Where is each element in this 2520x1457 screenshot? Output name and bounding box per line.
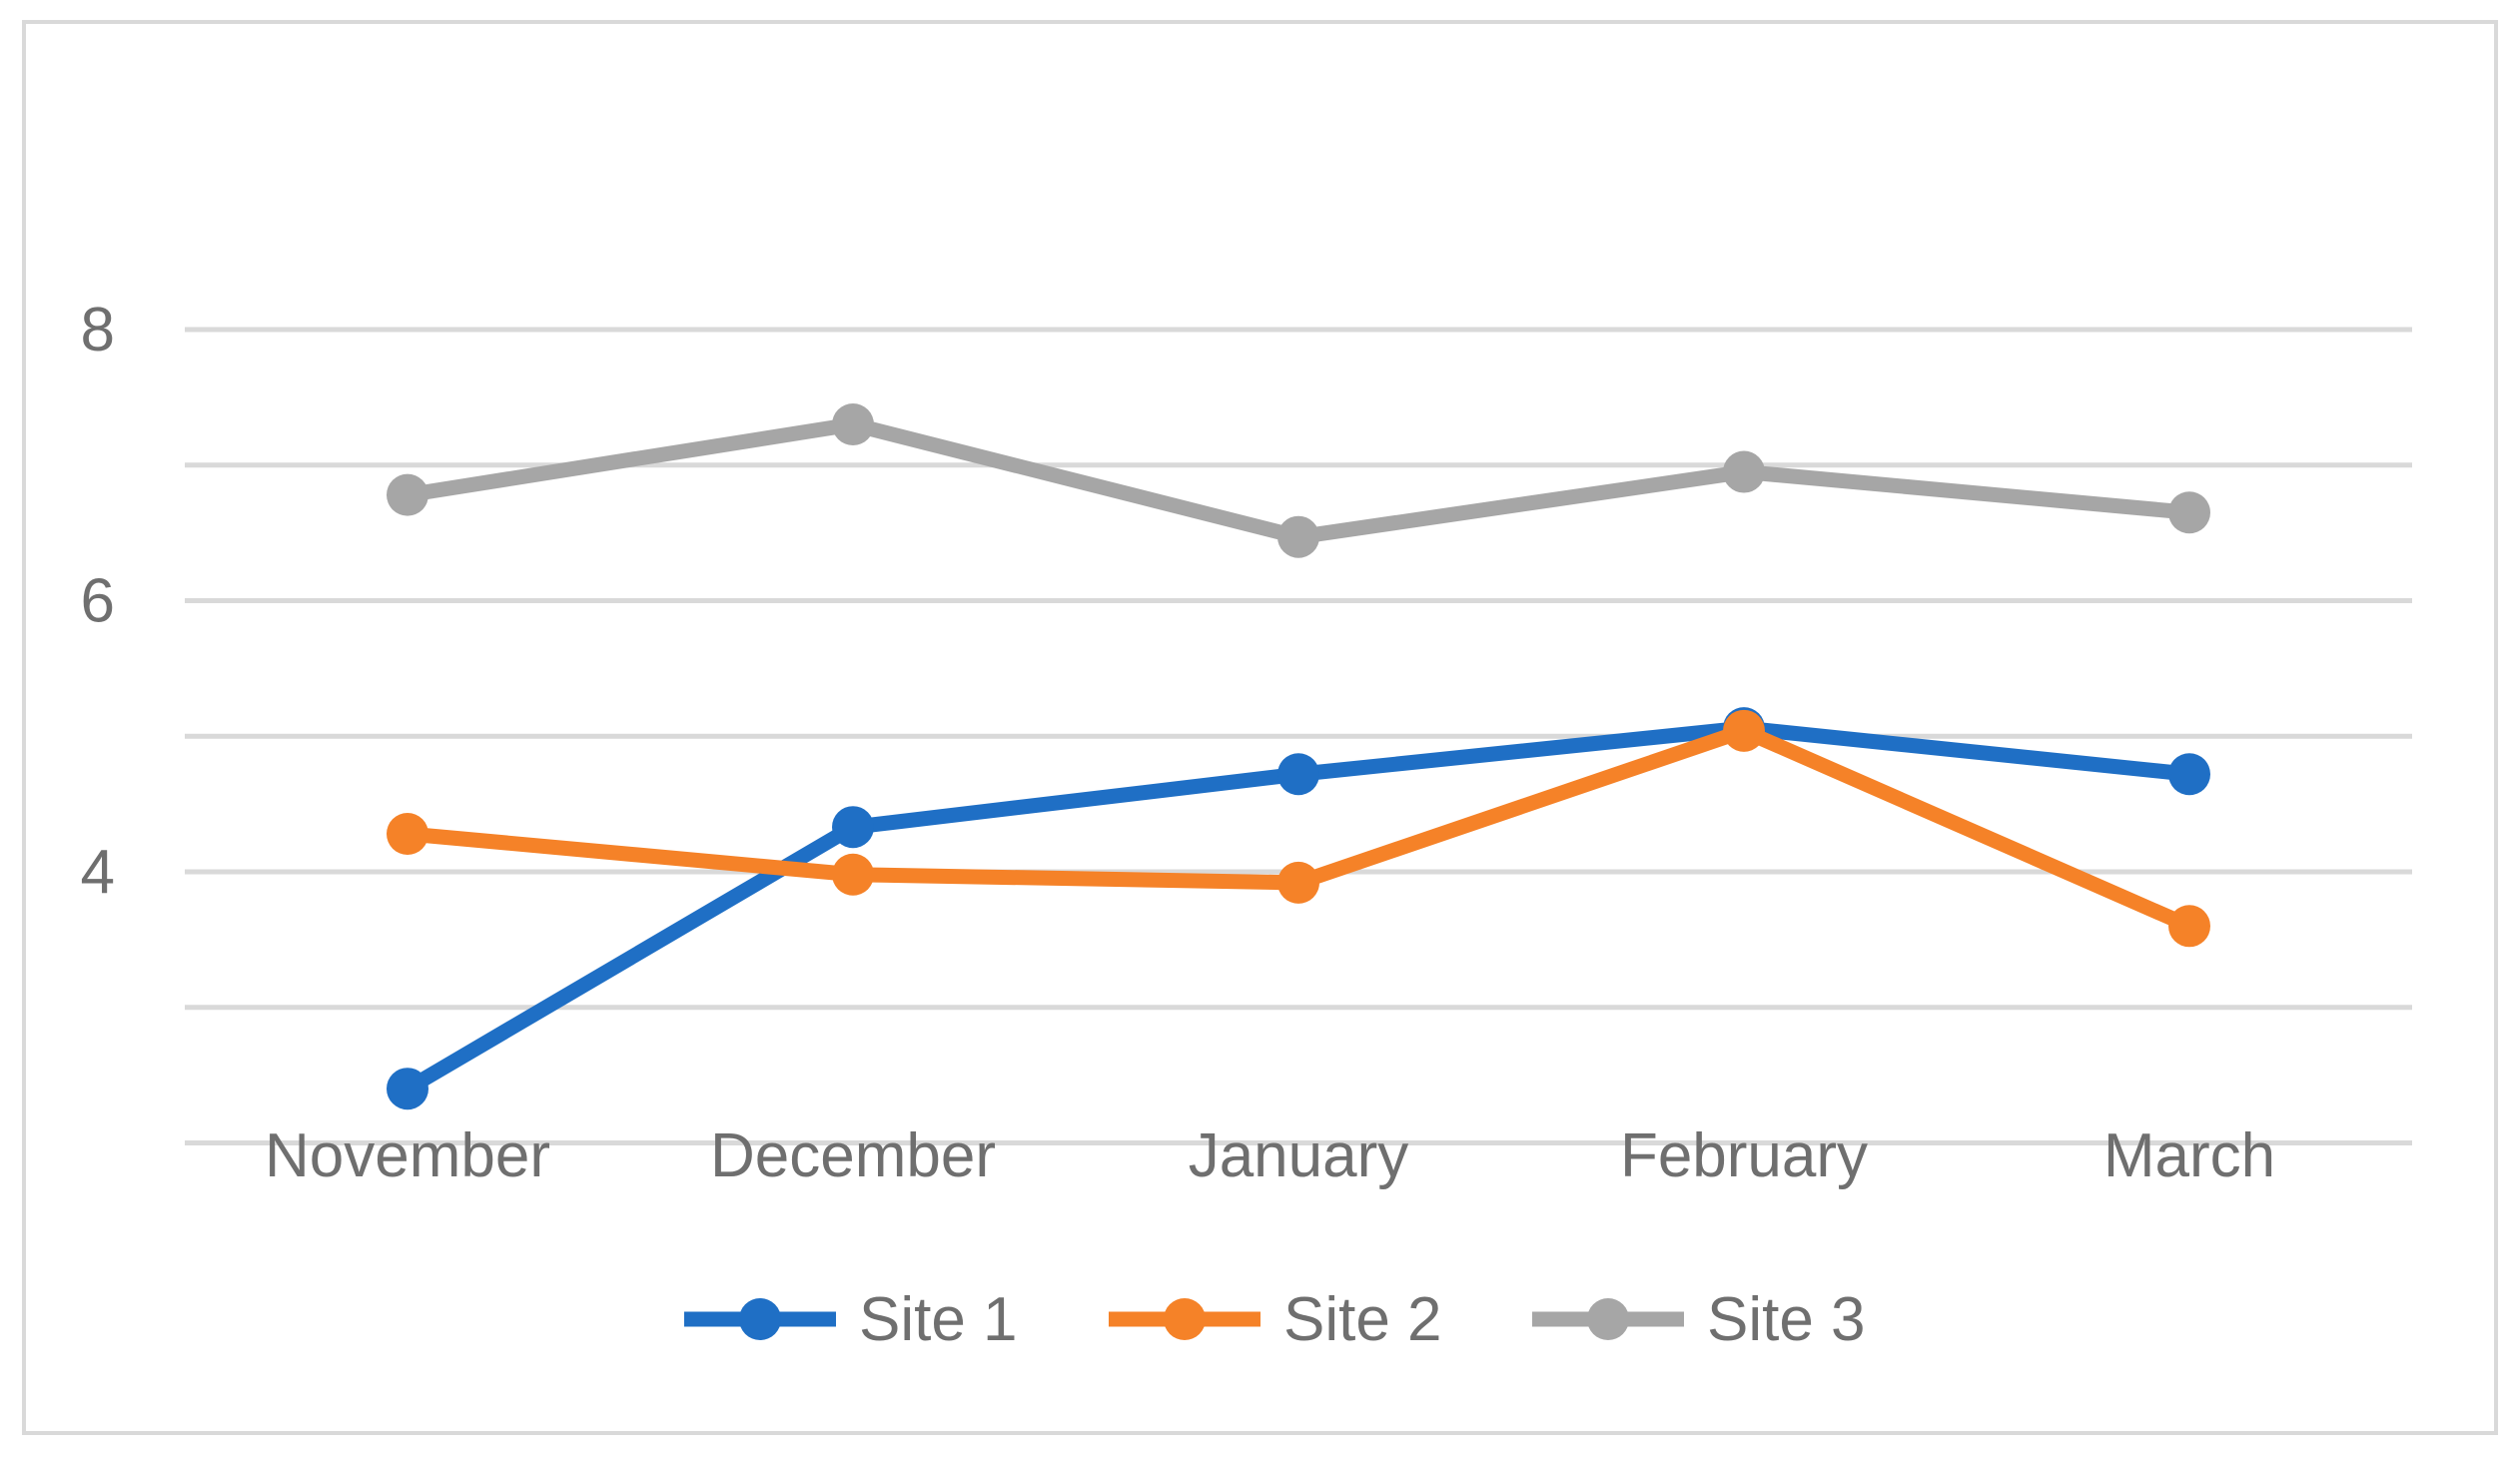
x-tick-label: February <box>1620 1121 1868 1190</box>
x-tick-label: December <box>710 1121 996 1190</box>
data-point <box>832 853 874 896</box>
series-group <box>387 403 2210 1110</box>
x-tick-label: November <box>265 1121 550 1190</box>
data-point <box>387 812 428 855</box>
legend-marker <box>1164 1298 1206 1340</box>
y-tick-label: 6 <box>81 567 115 636</box>
y-tick-label: 4 <box>81 838 115 907</box>
x-axis-ticks: November December January February March <box>265 1121 2275 1190</box>
x-tick-label: January <box>1189 1121 1409 1190</box>
series-2 <box>387 709 2210 948</box>
legend-marker <box>1587 1298 1629 1340</box>
legend: Site 1 Site 2 Site 3 <box>684 1285 1866 1354</box>
y-axis-ticks: 4 6 8 <box>81 296 115 907</box>
data-point <box>2168 753 2210 796</box>
legend-label: Site 2 <box>1283 1285 1442 1354</box>
data-point <box>1277 515 1319 558</box>
data-point <box>387 473 428 516</box>
legend-marker <box>739 1298 781 1340</box>
data-point <box>387 1068 428 1110</box>
data-point <box>2168 491 2210 534</box>
data-point <box>1277 861 1319 904</box>
legend-item: Site 2 <box>1109 1285 1442 1354</box>
data-point <box>2168 905 2210 948</box>
legend-label: Site 1 <box>859 1285 1018 1354</box>
data-point <box>832 806 874 849</box>
legend-label: Site 3 <box>1707 1285 1866 1354</box>
y-tick-label: 8 <box>81 296 115 364</box>
data-point <box>1277 753 1319 796</box>
data-point <box>832 403 874 446</box>
data-point <box>1723 709 1765 752</box>
series-3 <box>387 403 2210 558</box>
x-tick-label: March <box>2103 1121 2275 1190</box>
data-point <box>1723 450 1765 493</box>
legend-item: Site 3 <box>1532 1285 1866 1354</box>
series-1 <box>387 707 2210 1110</box>
chart-area <box>22 20 2498 1435</box>
legend-item: Site 1 <box>684 1285 1018 1354</box>
